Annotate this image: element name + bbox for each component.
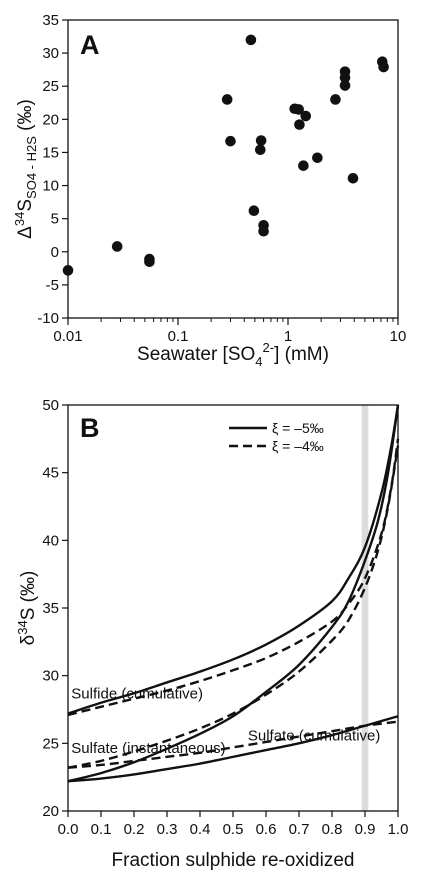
panel-b-lines <box>67 404 400 783</box>
panel-a-y-axis-title: Δ34SSO4 - H2S (‰) <box>12 99 39 239</box>
legend-label-dashed: ξ = –4‰ <box>272 438 324 454</box>
data-point <box>330 94 341 105</box>
panel-a-letter: A <box>80 30 100 60</box>
x-tick-label: 0.9 <box>355 821 376 838</box>
panel-a-x-ticks: 0.01 0.1 1 10 <box>53 318 406 345</box>
series-line-sulfate-cumulative-solid <box>67 715 399 783</box>
panel-b-curve-labels: Sulfide (cumulative) Sulfate (instantaneo… <box>71 686 380 757</box>
data-point <box>225 135 236 147</box>
x-tick-label: 0.4 <box>190 821 211 838</box>
data-point <box>221 94 233 105</box>
data-point <box>248 205 260 217</box>
y-tick-label: -5 <box>46 277 59 294</box>
data-point <box>339 80 351 91</box>
data-point <box>258 225 269 237</box>
legend-label-solid: ξ = –5‰ <box>272 420 324 436</box>
data-point <box>339 72 351 83</box>
data-point <box>378 61 389 73</box>
x-tick-label: 1.0 <box>388 821 409 838</box>
data-point <box>255 135 267 146</box>
panel-b-y-ticks: 20 25 30 35 40 45 50 <box>42 397 68 820</box>
panel-b-y-axis-title: δ34S (‰) <box>15 571 39 646</box>
data-point <box>111 241 123 252</box>
data-point <box>245 34 257 46</box>
data-point <box>144 256 155 268</box>
panel-b-highlight-band <box>361 405 369 811</box>
x-tick-label: 0.3 <box>157 821 178 838</box>
x-tick-label: 0.2 <box>124 821 145 838</box>
curve-label: Sulfide (cumulative) <box>71 686 203 703</box>
series-line-sulfide-cumulative-solid <box>67 404 400 715</box>
x-tick-label: 0.6 <box>256 821 277 838</box>
x-tick-label: 0.7 <box>289 821 310 838</box>
panel-b-letter: B <box>80 413 100 443</box>
series-line-sulfate-instantaneous-solid <box>67 404 400 783</box>
y-tick-label: 30 <box>42 668 59 685</box>
y-tick-label: 40 <box>42 532 59 549</box>
y-tick-label: 5 <box>51 211 59 228</box>
panel-b-x-ticks: 0.0 0.1 0.2 0.3 0.4 0.5 0.6 0.7 0.8 0.9 1.0 <box>58 811 409 838</box>
y-tick-label: 30 <box>42 45 59 62</box>
x-tick-label: 1 <box>284 328 292 345</box>
x-tick-label: 0.01 <box>53 328 82 345</box>
curve-label: Sulfate (instantaneous) <box>71 740 225 757</box>
y-tick-label: 45 <box>42 465 59 482</box>
data-point <box>298 160 309 171</box>
y-tick-label: 25 <box>42 78 59 95</box>
y-tick-label: 35 <box>42 12 59 29</box>
data-point <box>300 110 312 122</box>
data-point <box>347 172 359 184</box>
data-point <box>293 104 304 115</box>
data-point <box>255 144 266 156</box>
curve-label: Sulfate (cumulative) <box>248 728 381 745</box>
panel-a-y-ticks: -10 -5 0 5 10 15 20 25 30 35 <box>37 12 68 327</box>
series-line-sulfate-cumulative-dashed <box>67 720 399 769</box>
x-tick-label: 0.1 <box>168 328 189 345</box>
x-tick-label: 0.1 <box>91 821 112 838</box>
y-tick-label: 35 <box>42 600 59 617</box>
x-tick-label: 0.5 <box>223 821 244 838</box>
y-tick-label: 20 <box>42 803 59 820</box>
panel-b-x-axis-title: Fraction sulphide re-oxidized <box>112 850 355 871</box>
y-tick-label: 20 <box>42 111 59 128</box>
x-tick-label: 0.0 <box>58 821 79 838</box>
data-point <box>294 119 305 130</box>
y-tick-label: 25 <box>42 735 59 752</box>
y-tick-label: 10 <box>42 178 59 195</box>
y-tick-label: 50 <box>42 397 59 414</box>
panel-b-legend: ξ = –5‰ ξ = –4‰ <box>229 420 324 454</box>
panel-a-points <box>62 34 389 276</box>
series-line-sulfate-instantaneous-dashed <box>67 445 400 769</box>
x-tick-label: 0.8 <box>322 821 343 838</box>
y-tick-label: -10 <box>37 310 59 327</box>
panel-a-x-axis-title: Seawater [SO42-] (mM) <box>137 340 329 369</box>
y-tick-label: 0 <box>51 244 59 261</box>
panel-a-plot-frame <box>67 19 399 319</box>
panel-a-scatter: A -10 -5 0 5 10 15 20 25 30 35 0.01 0.1 1 10 Seawate… <box>12 12 406 369</box>
y-tick-label: 15 <box>42 144 59 161</box>
data-point <box>312 152 323 164</box>
x-tick-label: 10 <box>390 328 407 345</box>
data-point <box>62 265 74 276</box>
